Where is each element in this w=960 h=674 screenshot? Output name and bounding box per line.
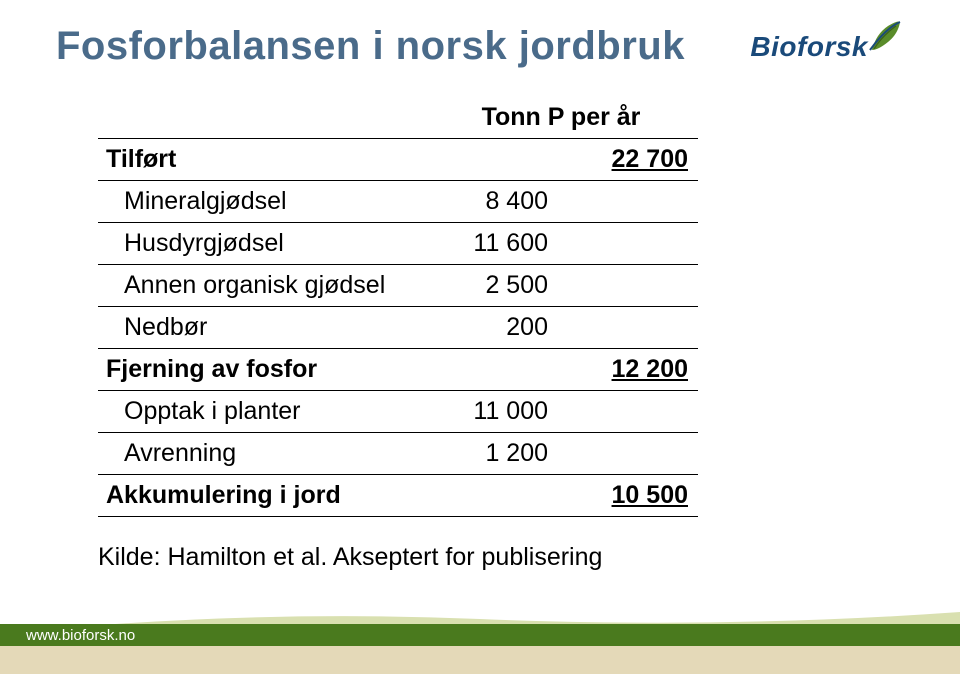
row-col3 (566, 433, 698, 475)
row-label: Opptak i planter (98, 391, 434, 433)
logo-text: Bioforsk (750, 31, 868, 63)
table-row: Avrenning1 200 (98, 433, 698, 475)
row-col3: 22 700 (566, 139, 698, 181)
row-col2: 1 200 (434, 433, 566, 475)
leaf-icon (868, 20, 902, 57)
row-label: Husdyrgjødsel (98, 223, 434, 265)
row-col2: 8 400 (434, 181, 566, 223)
slide-root: Fosforbalansen i norsk jordbruk Bioforsk… (0, 0, 960, 674)
row-col3 (566, 181, 698, 223)
table-row: Annen organisk gjødsel2 500 (98, 265, 698, 307)
header-row: Fosforbalansen i norsk jordbruk Bioforsk (56, 24, 904, 69)
balance-table-wrap: Tonn P per år Tilført22 700Mineralgjødse… (98, 97, 698, 517)
table-row: Opptak i planter11 000 (98, 391, 698, 433)
row-col2: 200 (434, 307, 566, 349)
header-unit: Tonn P per år (434, 97, 698, 139)
row-label: Akkumulering i jord (98, 475, 434, 517)
page-title: Fosforbalansen i norsk jordbruk (56, 24, 685, 69)
row-col3 (566, 223, 698, 265)
balance-table: Tonn P per år Tilført22 700Mineralgjødse… (98, 97, 698, 517)
row-label: Fjerning av fosfor (98, 349, 434, 391)
header-empty (98, 97, 434, 139)
table-row: Tilført 22 700 (98, 139, 698, 181)
row-col2: 11 000 (434, 391, 566, 433)
table-row: Fjerning av fosfor 12 200 (98, 349, 698, 391)
table-row: Husdyrgjødsel11 600 (98, 223, 698, 265)
logo: Bioforsk (750, 28, 904, 65)
table-row: Nedbør200 (98, 307, 698, 349)
row-label: Mineralgjødsel (98, 181, 434, 223)
row-col2 (434, 139, 566, 181)
row-label: Avrenning (98, 433, 434, 475)
footer: www.bioforsk.no (0, 614, 960, 674)
table-row: Akkumulering i jord 10 500 (98, 475, 698, 517)
footer-green-bar: www.bioforsk.no (0, 624, 960, 646)
row-col2: 2 500 (434, 265, 566, 307)
row-col3 (566, 265, 698, 307)
row-col3 (566, 307, 698, 349)
row-col2: 11 600 (434, 223, 566, 265)
footer-beige-bar (0, 646, 960, 674)
row-col3: 12 200 (566, 349, 698, 391)
table-row: Mineralgjødsel8 400 (98, 181, 698, 223)
row-col3 (566, 391, 698, 433)
source-citation: Kilde: Hamilton et al. Akseptert for pub… (98, 543, 904, 572)
row-col2 (434, 475, 566, 517)
row-label: Tilført (98, 139, 434, 181)
footer-url: www.bioforsk.no (26, 627, 135, 644)
row-label: Nedbør (98, 307, 434, 349)
row-col3: 10 500 (566, 475, 698, 517)
table-header-row: Tonn P per år (98, 97, 698, 139)
row-label: Annen organisk gjødsel (98, 265, 434, 307)
row-col2 (434, 349, 566, 391)
